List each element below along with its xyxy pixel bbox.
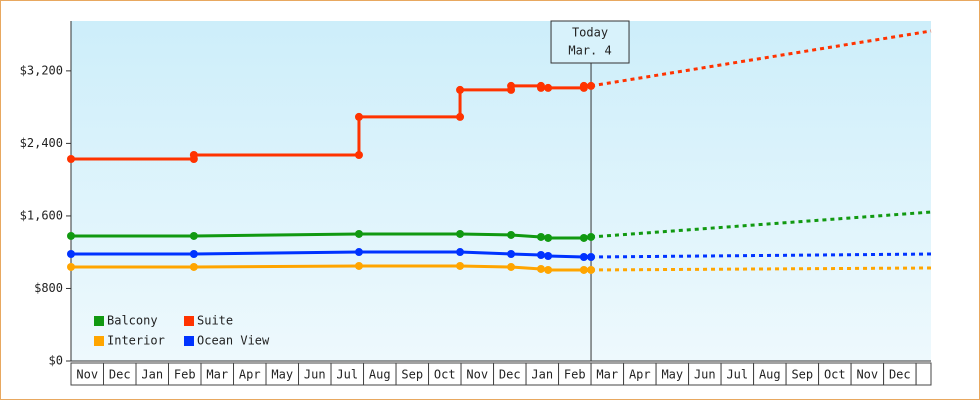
legend-label: Suite — [197, 314, 233, 328]
x-tick-label: Jan — [531, 368, 553, 382]
y-tick-label: $3,200 — [20, 63, 63, 77]
x-tick-label: Aug — [759, 368, 781, 382]
point — [456, 248, 465, 257]
point — [456, 85, 465, 94]
x-tick-label: Nov — [466, 368, 488, 382]
legend-label: Ocean View — [197, 334, 270, 348]
x-tick-label: Dec — [499, 368, 521, 382]
x-tick-label: Mar — [206, 368, 228, 382]
legend-swatch — [94, 336, 104, 346]
legend-swatch — [184, 316, 194, 326]
legend-label: Interior — [107, 334, 165, 348]
point — [579, 253, 588, 262]
x-tick-label: Dec — [889, 368, 911, 382]
point — [507, 81, 516, 90]
point — [67, 262, 75, 271]
point — [354, 248, 363, 257]
y-tick-label: $800 — [34, 281, 63, 295]
plot-area — [71, 21, 931, 361]
point — [536, 251, 545, 260]
point — [507, 250, 516, 259]
point — [67, 154, 75, 163]
point — [189, 262, 198, 271]
today-date: Mar. 4 — [568, 44, 611, 58]
y-tick-label: $1,600 — [20, 208, 63, 222]
point — [536, 264, 545, 273]
legend-swatch — [184, 336, 194, 346]
x-tick-label: Feb — [564, 368, 586, 382]
point — [189, 151, 198, 160]
point — [354, 261, 363, 270]
point — [579, 233, 588, 242]
point — [67, 231, 75, 240]
point — [354, 151, 363, 160]
forecast-line — [590, 29, 932, 88]
point — [507, 230, 516, 239]
x-tick-label: Jul — [336, 368, 358, 382]
point — [507, 262, 516, 271]
y-tick-label: $2,400 — [20, 136, 63, 150]
point — [354, 112, 363, 121]
point — [587, 265, 596, 274]
point — [189, 231, 198, 240]
month-cell — [915, 362, 932, 386]
point — [587, 81, 596, 90]
legend-swatch — [94, 316, 104, 326]
x-tick-label: Jan — [141, 368, 163, 382]
x-tick-label: Oct — [434, 368, 456, 382]
x-tick-label: Nov — [856, 368, 878, 382]
point — [354, 229, 363, 238]
point — [544, 252, 553, 261]
y-tick-label: $0 — [49, 354, 63, 368]
today-label: Today — [572, 26, 608, 40]
point — [544, 83, 553, 92]
point — [536, 232, 545, 241]
forecast-line — [591, 252, 932, 259]
x-tick-label: May — [271, 368, 293, 382]
point — [587, 232, 596, 241]
forecast-line — [590, 210, 932, 239]
x-tick-label: Mar — [596, 368, 618, 382]
point — [579, 265, 588, 274]
x-tick-label: Jun — [694, 368, 716, 382]
legend-label: Balcony — [107, 314, 158, 328]
x-tick-label: Apr — [239, 368, 261, 382]
point — [536, 83, 545, 92]
today-box — [550, 20, 630, 64]
x-tick-label: Sep — [401, 368, 423, 382]
x-tick-label: Jun — [304, 368, 326, 382]
x-tick-label: Sep — [791, 368, 813, 382]
point — [67, 250, 75, 259]
x-tick-label: Feb — [174, 368, 196, 382]
x-tick-label: May — [661, 368, 683, 382]
point — [456, 261, 465, 270]
x-tick-label: Dec — [109, 368, 131, 382]
x-tick-label: Jul — [726, 368, 748, 382]
point — [579, 81, 588, 90]
point — [587, 253, 596, 262]
point — [544, 233, 553, 242]
point — [456, 112, 465, 121]
x-tick-label: Apr — [629, 368, 651, 382]
point — [456, 229, 465, 238]
forecast-line — [591, 266, 932, 272]
x-tick-label: Oct — [824, 368, 846, 382]
x-tick-label: Aug — [369, 368, 391, 382]
point — [544, 265, 553, 274]
point — [189, 250, 198, 259]
x-tick-label: Nov — [76, 368, 98, 382]
